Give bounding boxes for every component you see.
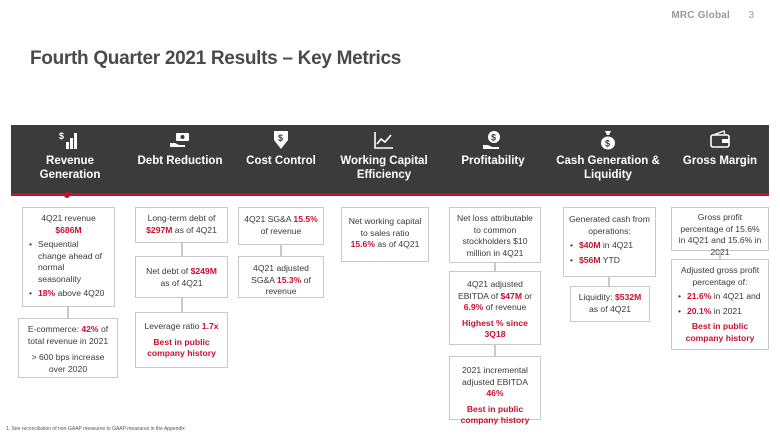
adjusted-gross-column: Adjusted gross profit percentage of: 21.… (671, 259, 769, 350)
connector (280, 245, 282, 256)
page-number: 3 (748, 10, 754, 21)
svg-text:$: $ (278, 133, 283, 143)
revenue-box: 4Q21 revenue$686M Sequential change ahea… (22, 207, 115, 307)
sga-column: 4Q21 SG&A 15.5% of revenue (238, 207, 324, 245)
leverage-column: Leverage ratio 1.7x Best in public compa… (135, 312, 228, 368)
list-item: 20.1% in 2021 (677, 306, 763, 318)
connector (181, 298, 183, 312)
liquidity-box: Liquidity: $532M as of 4Q21 (570, 286, 650, 322)
working-capital-column: Net working capital to sales ratio 15.6% … (341, 207, 429, 262)
connector (719, 251, 721, 259)
column-heading: Working Capital Efficiency (340, 155, 428, 181)
column-heading: Profitability (461, 155, 525, 167)
cash-column: Generated cash from operations: $40M in … (563, 207, 656, 277)
net-loss-box: Net loss attributable to common stockhol… (449, 207, 541, 263)
leverage-box: Leverage ratio 1.7x Best in public compa… (135, 312, 228, 368)
money-bag-icon: $ (597, 130, 619, 150)
incremental-ebitda-box: 2021 incremental adjusted EBITDA 46% Bes… (449, 356, 541, 425)
working-capital-box: Net working capital to sales ratio 15.6% … (341, 207, 429, 262)
adjusted-sga-box: 4Q21 adjusted SG&A 15.3% of revenue (238, 256, 324, 298)
list-item: $56M YTD (569, 255, 650, 267)
column-heading: Revenue Generation (39, 155, 101, 181)
hand-dollar-icon: $ (482, 130, 504, 150)
column-header-working-capital: Working Capital Efficiency (334, 130, 434, 182)
net-debt-column: Net debt of $249M as of 4Q21 (135, 256, 228, 298)
ecommerce-box: E-commerce: 42% of total revenue in 2021… (18, 318, 118, 378)
cash-box: Generated cash from operations: $40M in … (563, 207, 656, 277)
debt-column: Long-term debt of $297M as of 4Q21 (135, 207, 228, 243)
net-loss-column: Net loss attributable to common stockhol… (449, 207, 541, 263)
column-header-gross-margin: Gross Margin (672, 130, 768, 168)
liquidity-column: Liquidity: $532M as of 4Q21 (570, 286, 650, 322)
list-item: Sequential change ahead of normal season… (28, 239, 109, 285)
net-debt-box: Net debt of $249M as of 4Q21 (135, 256, 228, 298)
footnote: 1. See reconciliation of non-GAAP measur… (6, 426, 185, 432)
ebitda-column: 4Q21 adjusted EBITDA of $47M or 6.9% of … (449, 271, 541, 345)
column-heading: Gross Margin (682, 155, 758, 167)
column-heading: Cost Control (246, 155, 316, 167)
wallet-icon (709, 130, 731, 150)
page-title: Fourth Quarter 2021 Results – Key Metric… (30, 48, 402, 69)
accent-line (11, 193, 769, 196)
connector (181, 243, 183, 256)
column-heading: Cash Generation & Liquidity (556, 155, 660, 181)
gross-profit-box: Gross profit percentage of 15.6% in 4Q21… (671, 207, 769, 257)
ecommerce-column: E-commerce: 42% of total revenue in 2021… (18, 318, 118, 378)
list-item: $40M in 4Q21 (569, 240, 650, 252)
connector (494, 263, 496, 271)
gross-profit-column: Gross profit percentage of 15.6% in 4Q21… (671, 207, 769, 257)
column-heading: Debt Reduction (137, 155, 223, 167)
column-header-cost: $ Cost Control (233, 130, 329, 168)
connector (608, 277, 610, 286)
column-header-debt: Debt Reduction (132, 130, 228, 168)
list-item: 18% above 4Q20 (28, 288, 109, 300)
sga-box: 4Q21 SG&A 15.5% of revenue (238, 207, 324, 245)
footnote-marker (64, 192, 70, 198)
revenue-column: 4Q21 revenue$686M Sequential change ahea… (22, 207, 115, 307)
company-logo: MRC Global (671, 10, 730, 21)
connector (494, 345, 496, 356)
adjusted-gross-box: Adjusted gross profit percentage of: 21.… (671, 259, 769, 350)
adjusted-sga-column: 4Q21 adjusted SG&A 15.3% of revenue (238, 256, 324, 298)
column-header-cash: $ Cash Generation & Liquidity (556, 130, 660, 182)
hand-money-icon (169, 130, 191, 150)
column-header-revenue: $ Revenue Generation (22, 130, 118, 182)
connector (67, 307, 69, 318)
line-chart-icon (373, 130, 395, 150)
long-term-debt-box: Long-term debt of $297M as of 4Q21 (135, 207, 228, 243)
incremental-ebitda-column: 2021 incremental adjusted EBITDA 46% Bes… (449, 356, 541, 425)
ebitda-box: 4Q21 adjusted EBITDA of $47M or 6.9% of … (449, 271, 541, 345)
column-header-profitability: $ Profitability (445, 130, 541, 168)
bar-chart-dollar-icon: $ (59, 130, 81, 150)
list-item: 21.6% in 4Q21 and (677, 291, 763, 303)
svg-text:$: $ (491, 133, 496, 143)
svg-text:$: $ (59, 131, 64, 141)
svg-text:$: $ (605, 139, 610, 149)
dollar-down-arrow-icon: $ (270, 130, 292, 150)
